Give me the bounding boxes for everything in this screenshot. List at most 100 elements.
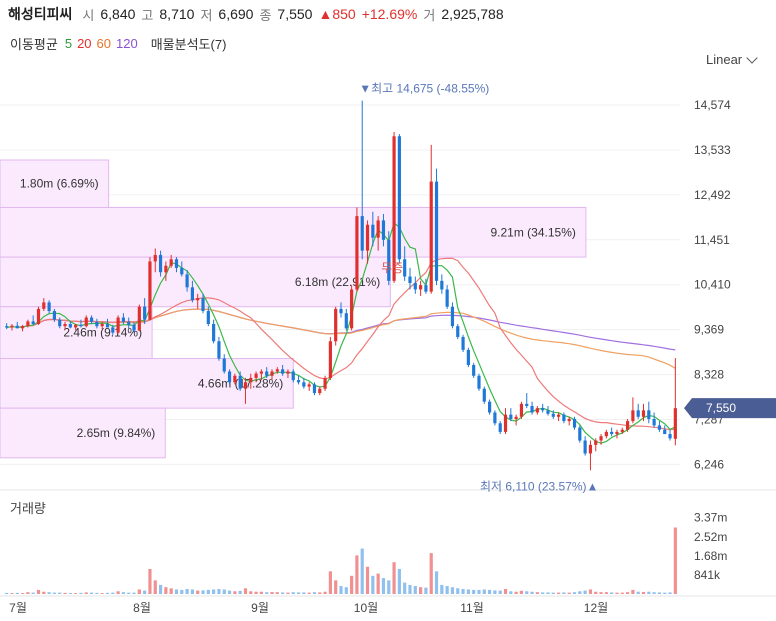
ma-title: 이동평균 [10,37,58,52]
volume-bar [668,592,672,594]
candle-body [127,321,131,325]
volume-bar [127,592,131,594]
candle-body [599,436,603,441]
candle-body [143,306,147,320]
volume-bar [339,586,343,594]
candle-body [206,311,210,324]
candle-body [5,326,9,328]
volume-profile-label: 1.80m (6.69%) [20,177,99,191]
volume-bar [312,592,317,594]
volume-bar [588,589,593,594]
candle-body [26,321,30,327]
candle-body [68,324,72,328]
volume-label: 거 [423,7,436,23]
volume-bar [408,584,412,594]
candle-body [535,408,539,413]
volume-bar [344,587,348,594]
candle-body [350,289,354,329]
low-price: 6,690 [218,6,254,22]
candle-body [265,371,269,376]
quote-header: 해성티피씨 시 6,840 고 8,710 저 6,690 종 7,550 ▲850 +… [8,4,504,24]
y-tick-label: 8,328 [694,368,724,382]
scale-mode-dropdown[interactable]: Linear [706,51,758,67]
candle-body [419,285,423,290]
volume-bar [47,592,51,594]
volume-bar [519,590,524,594]
y-tick-label: 10,410 [694,278,731,292]
volume-bar [158,584,163,594]
candle-body [52,311,57,320]
candle-body [466,349,470,365]
volume-bar [641,591,646,594]
volume-bar [631,589,635,594]
ma20-label: 20 [77,36,92,51]
volume-profile-label[interactable]: 매물분석도(7) [150,37,227,52]
volume-profile-bar [0,407,166,459]
volume-bar [445,586,449,594]
open-label: 시 [82,7,95,23]
candle-body [344,313,348,329]
volume-bar [89,592,94,594]
candle-body [408,276,412,283]
volume-bar [249,591,253,594]
candle-body [275,369,279,372]
candle-body [180,267,184,275]
volume-tick-label: 1.68m [694,549,727,563]
volume-bar [68,593,72,594]
volume-tick-label: 2.52m [694,530,727,544]
candle-body [116,317,120,333]
volume-bar [440,584,444,594]
y-tick-label: 9,369 [694,323,724,337]
candle-body [270,371,274,376]
candle-body [31,321,35,324]
candle-body [434,181,439,281]
volume-bar [227,590,232,594]
volume-bar [63,592,67,594]
candle-body [424,285,428,292]
stock-name: 해성티피씨 [8,6,73,22]
candle-body [259,371,263,374]
candle-body [673,408,677,439]
candle-body [36,308,41,324]
volume-bar [116,591,120,594]
candle-body [286,371,290,374]
candle-body [89,317,94,322]
volume-bar [148,569,152,594]
candle-body [79,324,83,327]
volume-bar [397,569,401,594]
candle-body [376,220,380,238]
volume-bar [84,592,88,594]
candle-body [403,259,407,277]
candle-body [445,289,449,307]
volume-tick-label: 3.37m [694,510,727,524]
candle-body [74,324,78,328]
volume-bar [657,592,662,594]
candle-body [365,224,370,251]
volume-bar [429,553,433,594]
volume-bar [143,590,147,594]
volume-bar [334,580,338,594]
candle-body [413,283,417,290]
volume-bar [121,592,126,594]
ma60-label: 60 [96,36,112,51]
candle-body [233,375,237,383]
volume-bar [42,591,46,594]
candle-body [668,434,672,439]
candle-body [217,341,221,359]
volume-profile-label: 6.18m (22.91%) [295,275,380,289]
volume-bar [238,590,242,594]
volume-bar [625,592,630,594]
moving-average-legend[interactable]: 이동평균 5 20 60 120 매물분석도(7) [10,34,226,53]
candle-body [47,302,51,312]
candle-body [488,401,492,413]
candle-body [42,302,46,309]
candle-body [111,327,115,333]
volume-bar [243,588,248,594]
volume-bar [169,588,173,594]
volume-bar [222,589,226,594]
volume-bar [100,593,104,594]
volume-bar [233,591,237,594]
volume-bar [164,587,168,594]
candle-body [588,444,593,454]
